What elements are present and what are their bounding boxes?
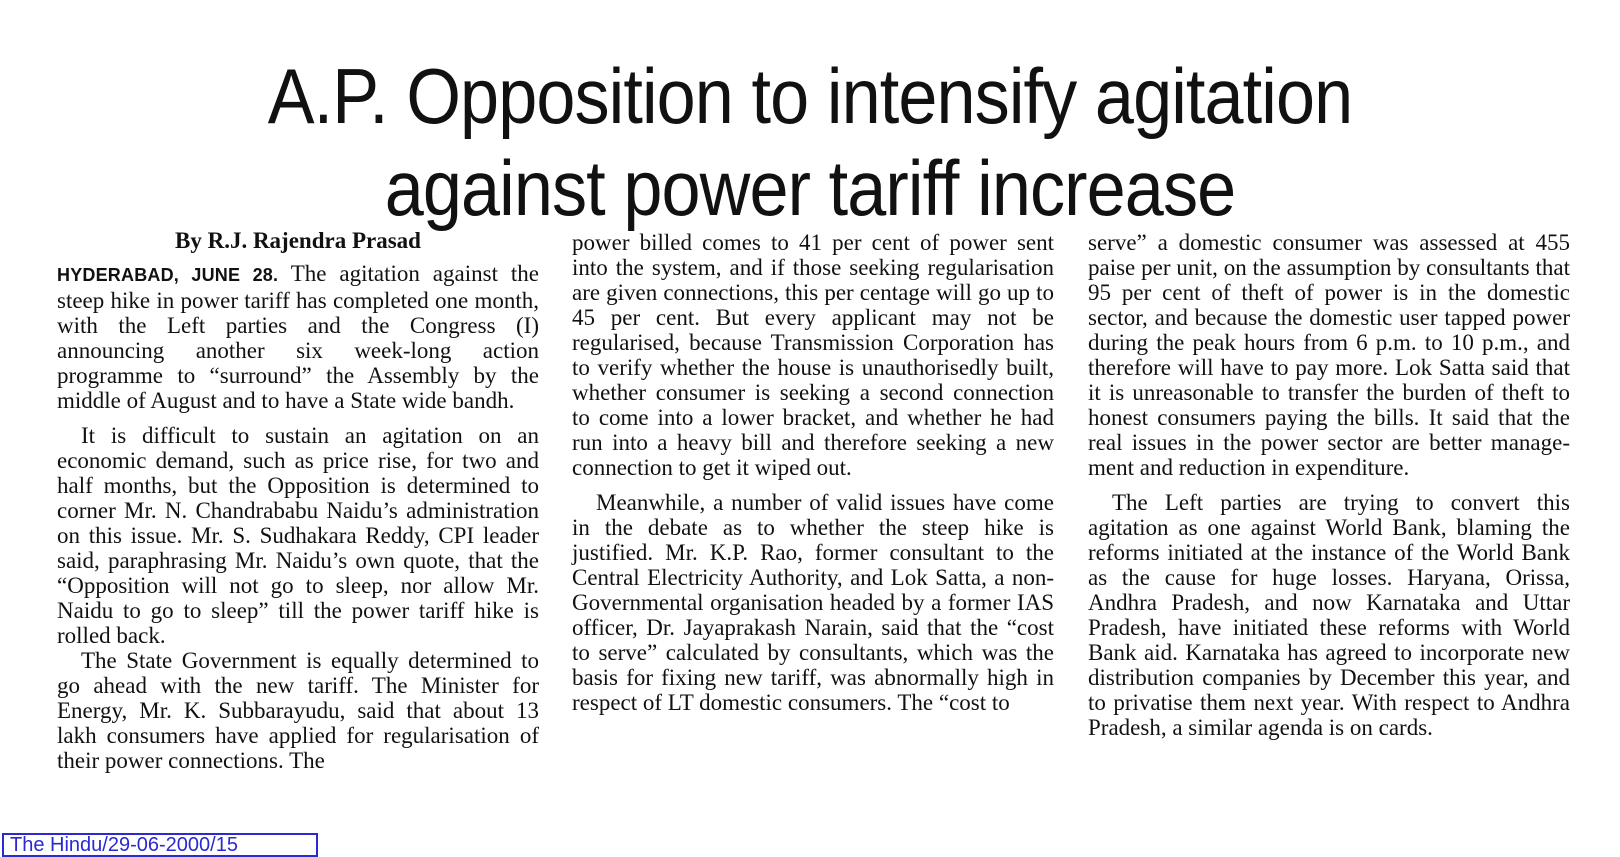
article-column-2: power billed comes to 41 per cent of pow…	[572, 230, 1054, 715]
byline: By R.J. Rajendra Prasad	[175, 228, 421, 253]
paragraph: It is difficult to sustain an agitation …	[57, 423, 539, 648]
paragraph: Meanwhile, a number of valid issues have…	[572, 490, 1054, 715]
paragraph: The State Government is equally deter­mi…	[57, 648, 539, 773]
source-label: The Hindu/29-06-2000/15	[2, 833, 318, 857]
article-column-1: By R.J. Rajendra Prasad HYDERABAD, JUNE …	[57, 228, 539, 773]
paragraph: HYDERABAD, JUNE 28. The agitation agains…	[57, 261, 539, 413]
article-column-3: serve” a domestic consumer was assessed …	[1088, 230, 1570, 740]
paragraph: power billed comes to 41 per cent of pow…	[572, 230, 1054, 480]
dateline: HYDERABAD, JUNE 28.	[57, 265, 279, 285]
paragraph: serve” a domestic consumer was assessed …	[1088, 230, 1570, 480]
headline: A.P. Opposition to intensify agitation a…	[216, 50, 1404, 234]
headline-line-2: against power tariff increase	[384, 144, 1236, 232]
paragraph: The Left parties are trying to convert t…	[1088, 490, 1570, 740]
headline-line-1: A.P. Opposition to intensify agitation	[267, 52, 1353, 140]
paragraph-text: The agitation against the steep hike in …	[57, 261, 539, 413]
